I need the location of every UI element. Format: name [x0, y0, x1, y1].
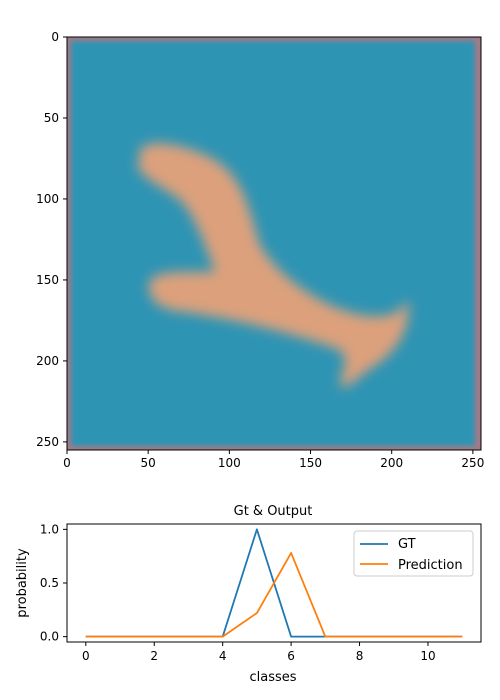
line-chart-series [85, 528, 463, 638]
line-y-tick-label: 0.5 [40, 576, 59, 590]
line-chart-y-axis: 0.0 0.5 1.0 [40, 522, 67, 644]
x-axis-label: classes [249, 670, 296, 685]
line-chart-x-axis: 0 2 4 6 8 10 [82, 642, 436, 663]
image-y-tick-label: 100 [36, 192, 59, 206]
image-panel: 0 50 100 150 200 250 0 50 100 150 200 250 [36, 30, 484, 470]
series-line-prediction [85, 552, 463, 638]
image-background [71, 41, 475, 446]
image-y-tick-label: 0 [51, 30, 59, 44]
legend: GT Prediction [353, 530, 474, 577]
line-y-tick-label: 1.0 [40, 522, 59, 536]
image-x-tick-label: 0 [63, 456, 71, 470]
image-y-axis: 0 50 100 150 200 250 [36, 30, 67, 449]
y-axis-label: probability [15, 548, 30, 618]
line-y-tick-label: 0.0 [40, 630, 59, 644]
line-chart-frame [66, 523, 482, 643]
image-y-tick-label: 50 [44, 111, 59, 125]
line-x-tick-label: 2 [150, 649, 158, 663]
image-y-tick-label: 200 [36, 354, 59, 368]
image-content [67, 37, 481, 450]
image-x-tick-label: 200 [380, 456, 403, 470]
image-x-axis: 0 50 100 150 200 250 [63, 450, 484, 470]
line-x-tick-label: 8 [356, 649, 364, 663]
image-y-tick-label: 250 [36, 435, 59, 449]
line-chart-panel: Gt & Output 0 2 4 6 8 10 0.0 0.5 1.0 classes pr… [15, 504, 482, 685]
image-x-tick-label: 250 [461, 456, 484, 470]
chart-title: Gt & Output [234, 504, 313, 519]
image-axes-frame [66, 36, 482, 451]
line-x-tick-label: 4 [219, 649, 227, 663]
legend-label-prediction: Prediction [398, 558, 463, 573]
line-x-tick-label: 10 [420, 649, 435, 663]
image-x-tick-label: 50 [141, 456, 156, 470]
image-x-tick-label: 100 [218, 456, 241, 470]
image-y-tick-label: 150 [36, 273, 59, 287]
line-x-tick-label: 6 [287, 649, 295, 663]
legend-label-gt: GT [398, 537, 416, 552]
image-x-tick-label: 150 [299, 456, 322, 470]
image-shape [138, 143, 409, 388]
line-x-tick-label: 0 [82, 649, 90, 663]
